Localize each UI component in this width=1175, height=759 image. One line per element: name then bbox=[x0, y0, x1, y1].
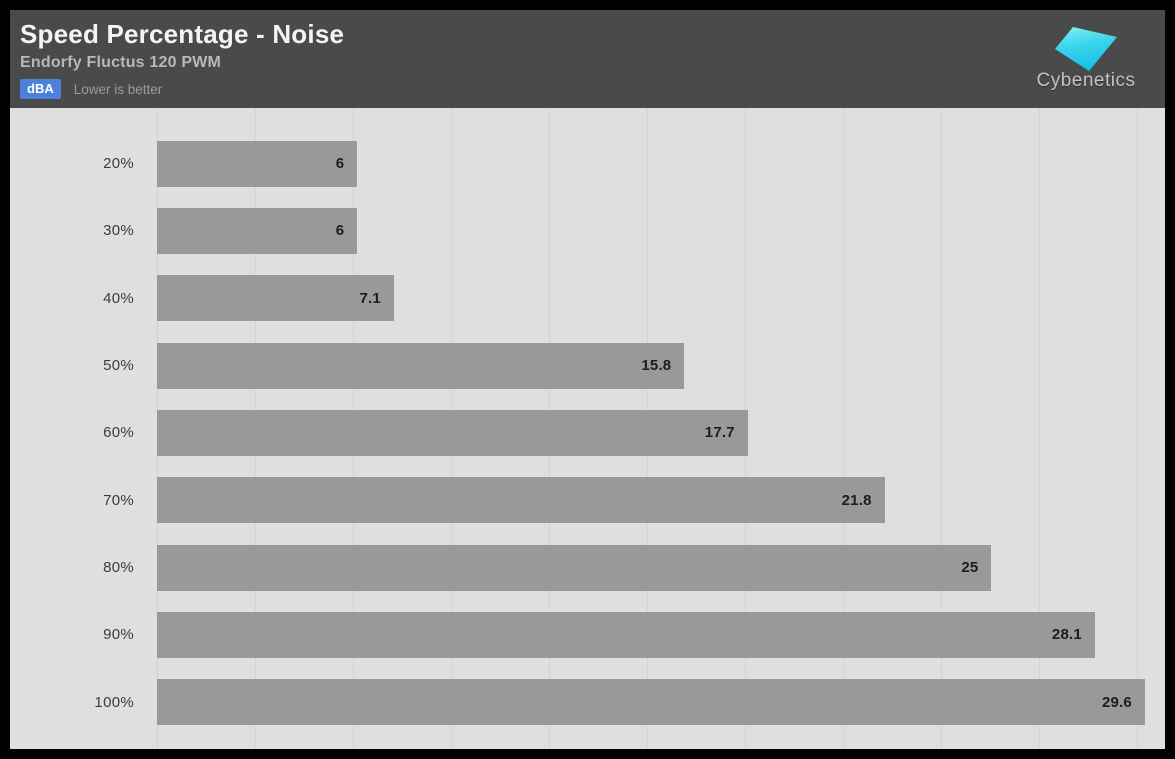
bar: 6 bbox=[157, 140, 358, 187]
category-label: 30% bbox=[103, 222, 134, 240]
gridline bbox=[842, 108, 844, 749]
bar: 29.6 bbox=[157, 679, 1145, 726]
bar-row: 80% 25 bbox=[10, 534, 1165, 601]
bar-row: 50% 15.8 bbox=[10, 332, 1165, 399]
bar: 7.1 bbox=[157, 275, 394, 322]
category-label: 90% bbox=[103, 626, 134, 644]
category-label: 100% bbox=[94, 693, 134, 711]
bar-rows: 20% 6 30% 6 40% 7.1 50% 15.8 60% 17.7 70% 21.8 80% 25… bbox=[10, 108, 1165, 749]
gridline bbox=[940, 108, 942, 749]
unit-badge: dBA bbox=[20, 79, 61, 99]
chart-subtitle: Endorfy Fluctus 120 PWM bbox=[20, 54, 222, 71]
value-label: 6 bbox=[335, 155, 345, 173]
bar: 15.8 bbox=[157, 342, 685, 389]
bar-row: 20% 6 bbox=[10, 130, 1165, 197]
value-label: 17.7 bbox=[704, 424, 735, 442]
value-label: 21.8 bbox=[841, 491, 872, 509]
chart-title: Speed Percentage - Noise bbox=[20, 19, 345, 49]
bar-row: 70% 21.8 bbox=[10, 467, 1165, 534]
cybenetics-logo-text: Cybenetics bbox=[1036, 70, 1136, 91]
gridline bbox=[1038, 108, 1040, 749]
bar-row: 60% 17.7 bbox=[10, 399, 1165, 466]
bar-row: 90% 28.1 bbox=[10, 601, 1165, 668]
chart-header: Speed Percentage - Noise Endorfy Fluctus… bbox=[10, 10, 1165, 108]
category-label: 50% bbox=[103, 357, 134, 375]
value-label: 25 bbox=[961, 559, 979, 577]
value-label: 15.8 bbox=[641, 357, 672, 375]
value-label: 28.1 bbox=[1051, 626, 1082, 644]
category-label: 80% bbox=[103, 559, 134, 577]
bar-row: 30% 6 bbox=[10, 197, 1165, 264]
bar: 28.1 bbox=[157, 611, 1095, 658]
cybenetics-logo: Cybenetics bbox=[1031, 19, 1141, 108]
bar-track: 15.8 bbox=[157, 342, 1165, 389]
value-label: 29.6 bbox=[1101, 693, 1132, 711]
bar-track: 6 bbox=[157, 140, 1165, 187]
cybenetics-logo-icon bbox=[1055, 27, 1117, 71]
value-label: 7.1 bbox=[359, 289, 381, 307]
bar: 17.7 bbox=[157, 409, 748, 456]
value-label: 6 bbox=[335, 222, 345, 240]
category-label: 70% bbox=[103, 491, 134, 509]
bar-chart: 20% 6 30% 6 40% 7.1 50% 15.8 60% 17.7 70% 21.8 80% 25… bbox=[10, 108, 1165, 749]
category-label: 40% bbox=[103, 289, 134, 307]
bar-row: 40% 7.1 bbox=[10, 265, 1165, 332]
bar-track: 6 bbox=[157, 207, 1165, 254]
bar-row: 100% 29.6 bbox=[10, 669, 1165, 736]
bar: 6 bbox=[157, 207, 358, 254]
bar-track: 7.1 bbox=[157, 275, 1165, 322]
bar-track: 17.7 bbox=[157, 409, 1165, 456]
gridline bbox=[1136, 108, 1138, 749]
category-label: 20% bbox=[103, 155, 134, 173]
bar-track: 29.6 bbox=[157, 679, 1165, 726]
bar-track: 28.1 bbox=[157, 611, 1165, 658]
bar-track: 25 bbox=[157, 544, 1165, 591]
category-label: 60% bbox=[103, 424, 134, 442]
bar-track: 21.8 bbox=[157, 477, 1165, 524]
lower-is-better-note: Lower is better bbox=[73, 81, 163, 97]
bar: 25 bbox=[157, 544, 992, 591]
bar: 21.8 bbox=[157, 477, 885, 524]
